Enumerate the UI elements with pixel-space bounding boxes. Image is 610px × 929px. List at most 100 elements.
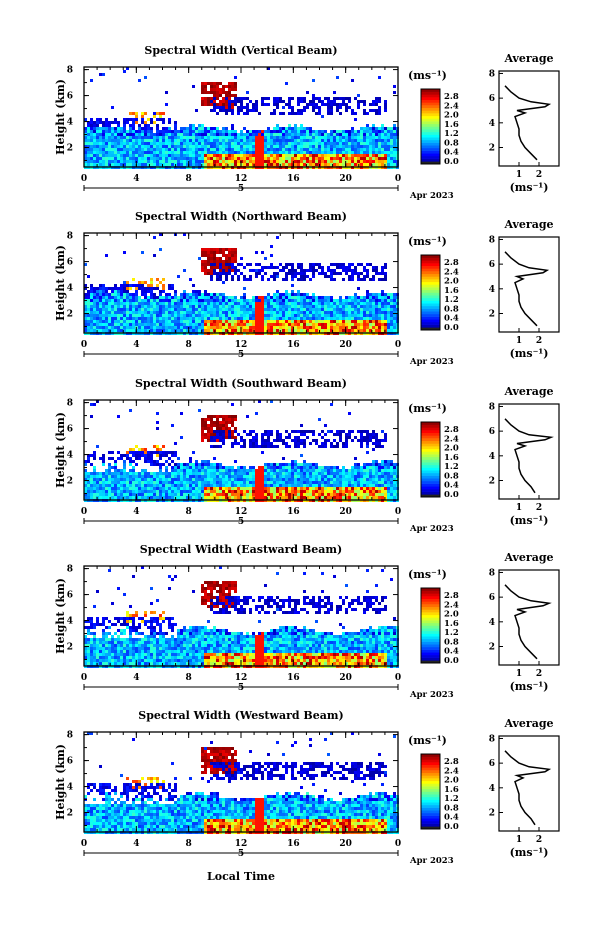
colorbar-tick-label: 0.0	[444, 656, 459, 666]
colorbar-frame	[420, 753, 441, 830]
colorbar-segment	[421, 462, 440, 466]
average-y-tick-label: 4	[489, 784, 495, 794]
colorbar-segment	[421, 161, 440, 165]
heatmap-cells	[84, 67, 399, 169]
colorbar-tick-label: 0.0	[444, 822, 459, 832]
colorbar-segment	[421, 123, 440, 127]
colorbar-segment	[421, 622, 440, 626]
colorbar-unit: (ms⁻¹)	[408, 69, 447, 82]
colorbar-segment	[421, 625, 440, 629]
x-tick-label: 12	[235, 507, 248, 517]
x-tick-label: 0	[81, 174, 87, 184]
colorbar-tick-label: 2.0	[444, 277, 459, 287]
colorbar-segment	[421, 775, 440, 779]
average-x-tick-label: 2	[536, 669, 542, 679]
colorbar-segment	[421, 430, 440, 434]
colorbar-segment	[421, 284, 440, 288]
y-axis-label: Height (km)	[54, 578, 67, 654]
colorbar-unit: (ms⁻¹)	[408, 568, 447, 581]
colorbar-segment	[421, 764, 440, 768]
x-tick-label: 8	[186, 174, 192, 184]
average-y-tick-label: 4	[489, 119, 495, 129]
colorbar-segment	[421, 126, 440, 130]
colorbar-unit: (ms⁻¹)	[408, 402, 447, 415]
colorbar-segment	[421, 287, 440, 291]
colorbar-segment	[421, 617, 440, 621]
x-tick-label: 20	[339, 673, 352, 683]
colorbar-tick-label: 0.4	[444, 647, 459, 657]
colorbar-segment	[421, 660, 440, 664]
average-profile-line	[504, 251, 550, 327]
y-tick-label: 8	[67, 232, 73, 242]
colorbar-segment	[421, 139, 440, 143]
colorbar-tick-label: 1.6	[444, 785, 459, 795]
colorbar-segment	[421, 604, 440, 608]
average-profile-line	[504, 85, 552, 161]
y-axis-label: Height (km)	[54, 412, 67, 488]
x-tick-label: 0	[395, 174, 401, 184]
average-x-tick-label: 2	[536, 835, 542, 845]
panel-title: Spectral Width (Vertical Beam)	[144, 44, 337, 57]
colorbar-segment	[421, 102, 440, 106]
x-tick-label: 4	[133, 673, 139, 683]
colorbar-tick-label: 2.8	[444, 92, 459, 102]
colorbar-segment	[421, 316, 440, 320]
colorbar-segment	[421, 778, 440, 782]
colorbar-segment	[421, 297, 440, 301]
colorbar-tick-label: 0.0	[444, 490, 459, 500]
colorbar-segment	[421, 475, 440, 479]
colorbar-tick-label: 0.0	[444, 157, 459, 167]
colorbar-segment	[421, 91, 440, 95]
colorbar-tick-label: 2.8	[444, 425, 459, 435]
colorbar-unit: (ms⁻¹)	[408, 734, 447, 747]
colorbar-segment	[421, 796, 440, 800]
panel-title: Spectral Width (Southward Beam)	[135, 377, 347, 390]
colorbar-segment	[421, 609, 440, 613]
colorbar-segment	[421, 644, 440, 648]
average-x-tick-label: 2	[536, 503, 542, 513]
colorbar-segment	[421, 488, 440, 492]
colorbar-tick-label: 0.8	[444, 471, 459, 481]
colorbar-segment	[421, 756, 440, 760]
y-tick-label: 6	[67, 757, 73, 767]
colorbar-segment	[421, 435, 440, 439]
colorbar-segment	[421, 791, 440, 795]
colorbar-segment	[421, 265, 440, 269]
x-axis-label: Local Time	[207, 870, 275, 883]
average-y-tick-label: 2	[489, 808, 495, 818]
colorbar-segment	[421, 94, 440, 98]
colorbar-segment	[421, 636, 440, 640]
colorbar-tick-label: 0.8	[444, 803, 459, 813]
x-tick-label: 16	[287, 839, 300, 849]
colorbar-segment	[421, 147, 440, 151]
x-tick-label: 0	[81, 507, 87, 517]
colorbar-segment	[421, 303, 440, 307]
colorbar-segment	[421, 142, 440, 146]
colorbar-segment	[421, 131, 440, 135]
average-y-tick-label: 4	[489, 618, 495, 628]
colorbar-segment	[421, 305, 440, 309]
colorbar-segment	[421, 652, 440, 656]
average-y-tick-label: 6	[489, 427, 495, 437]
colorbar-segment	[421, 448, 440, 452]
colorbar-segment	[421, 826, 440, 830]
y-tick-label: 6	[67, 92, 73, 102]
date-day-label: 5	[238, 849, 244, 859]
average-title: Average	[503, 52, 553, 65]
colorbar-segment	[421, 134, 440, 138]
colorbar-segment	[421, 321, 440, 325]
average-y-tick-label: 2	[489, 143, 495, 153]
x-tick-label: 0	[81, 673, 87, 683]
x-tick-label: 20	[339, 174, 352, 184]
average-profile-line	[504, 750, 552, 826]
average-x-tick-label: 1	[516, 336, 522, 346]
colorbar-tick-label: 0.4	[444, 481, 459, 491]
colorbar-segment	[421, 794, 440, 798]
colorbar-segment	[421, 129, 440, 133]
y-tick-label: 4	[67, 118, 73, 128]
colorbar-segment	[421, 633, 440, 637]
x-tick-label: 12	[235, 839, 248, 849]
x-tick-label: 12	[235, 673, 248, 683]
colorbar-segment	[421, 273, 440, 277]
x-tick-label: 0	[395, 839, 401, 849]
